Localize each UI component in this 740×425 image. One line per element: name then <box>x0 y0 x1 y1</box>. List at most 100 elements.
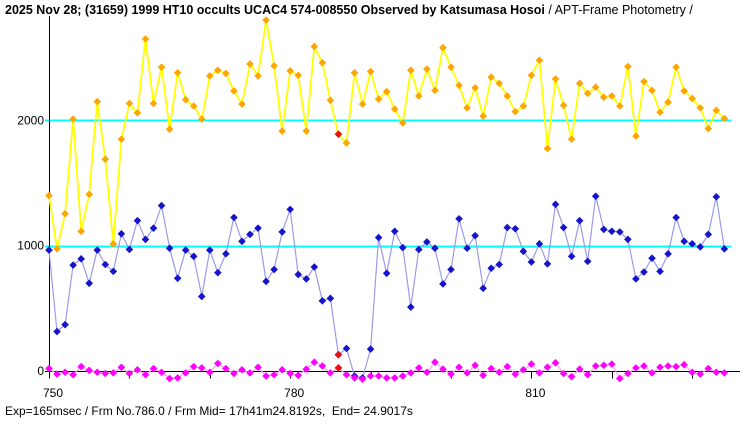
data-point <box>680 360 688 369</box>
data-point <box>165 374 174 383</box>
data-point <box>487 73 495 81</box>
data-point <box>599 93 608 102</box>
data-point <box>45 246 53 254</box>
data-point <box>471 84 479 92</box>
blue-series-markers <box>45 192 729 382</box>
data-point <box>712 368 721 377</box>
data-point <box>415 92 423 100</box>
data-point <box>423 368 431 377</box>
data-point <box>567 252 576 261</box>
data-point <box>149 224 158 232</box>
x-tick-label-750: 750 <box>43 386 63 400</box>
data-point <box>704 124 713 133</box>
data-point <box>278 365 286 374</box>
data-point <box>85 279 93 288</box>
data-point <box>398 243 407 252</box>
data-point <box>342 139 351 147</box>
magenta-series-highlight-marker <box>334 364 343 372</box>
data-point <box>302 275 311 283</box>
data-point <box>559 101 568 110</box>
data-point <box>222 364 230 373</box>
data-point <box>61 320 69 329</box>
data-point <box>69 370 77 379</box>
data-point <box>608 227 616 236</box>
data-point <box>254 363 262 372</box>
data-point <box>535 369 544 377</box>
data-point <box>632 132 640 140</box>
data-point <box>439 280 447 288</box>
data-point <box>431 358 439 367</box>
data-point <box>125 245 134 254</box>
data-point <box>616 102 624 110</box>
data-point <box>527 71 536 80</box>
data-point <box>85 190 93 199</box>
data-point <box>390 374 399 382</box>
data-point <box>616 374 624 383</box>
data-point <box>688 240 696 248</box>
data-point <box>471 231 479 240</box>
data-point <box>133 216 142 225</box>
data-point <box>214 66 222 75</box>
data-point <box>704 230 713 239</box>
data-point <box>559 369 568 378</box>
data-point <box>53 327 61 336</box>
data-point <box>157 63 166 71</box>
data-point <box>77 227 85 236</box>
data-point <box>575 365 584 373</box>
data-point <box>648 254 656 263</box>
chart-title-suffix: / APT-Frame Photometry / <box>544 3 693 17</box>
data-point <box>69 261 77 269</box>
data-point <box>141 235 150 244</box>
data-point <box>535 56 544 65</box>
data-point <box>382 269 391 278</box>
data-point <box>197 115 206 123</box>
status-text: Exp=165msec / Frm No.786.0 / Frm Mid= 17… <box>5 404 413 418</box>
data-point <box>262 372 270 380</box>
data-point <box>519 102 528 110</box>
blue-series-highlight-marker <box>334 350 343 359</box>
data-point <box>664 98 672 107</box>
data-point <box>318 58 327 67</box>
data-point <box>149 99 158 108</box>
data-point <box>567 135 576 143</box>
data-point <box>318 297 327 305</box>
data-point <box>302 365 311 373</box>
data-point <box>206 72 214 80</box>
data-point <box>407 369 415 377</box>
data-point <box>511 370 520 378</box>
data-point <box>398 372 407 380</box>
data-point <box>439 43 447 52</box>
data-point <box>495 368 504 377</box>
data-point <box>61 368 69 377</box>
data-point <box>197 364 206 372</box>
data-point <box>278 127 286 135</box>
chart-title: 2025 Nov 28; (31659) 1999 HT10 occults U… <box>5 3 693 17</box>
data-point <box>390 105 399 113</box>
data-point <box>720 369 729 377</box>
data-point <box>551 359 560 367</box>
data-point <box>696 370 705 378</box>
data-point <box>77 255 85 263</box>
data-point <box>463 244 471 253</box>
data-point <box>591 83 600 91</box>
data-point <box>535 240 544 248</box>
data-point <box>350 68 359 77</box>
data-point <box>294 71 303 80</box>
data-point <box>117 135 126 143</box>
data-point <box>543 363 552 372</box>
data-point <box>712 193 721 201</box>
data-point <box>294 270 303 279</box>
data-point <box>487 264 495 273</box>
data-point <box>141 370 150 379</box>
data-point <box>149 364 158 373</box>
data-point <box>286 369 294 378</box>
data-point <box>382 374 391 382</box>
data-point <box>423 238 431 246</box>
data-point <box>326 96 335 105</box>
data-point <box>286 67 294 75</box>
data-point <box>117 229 126 238</box>
y-tick-label-2000: 2000 <box>17 113 44 127</box>
data-point <box>431 86 439 95</box>
data-point <box>181 95 190 104</box>
data-point <box>318 362 327 370</box>
